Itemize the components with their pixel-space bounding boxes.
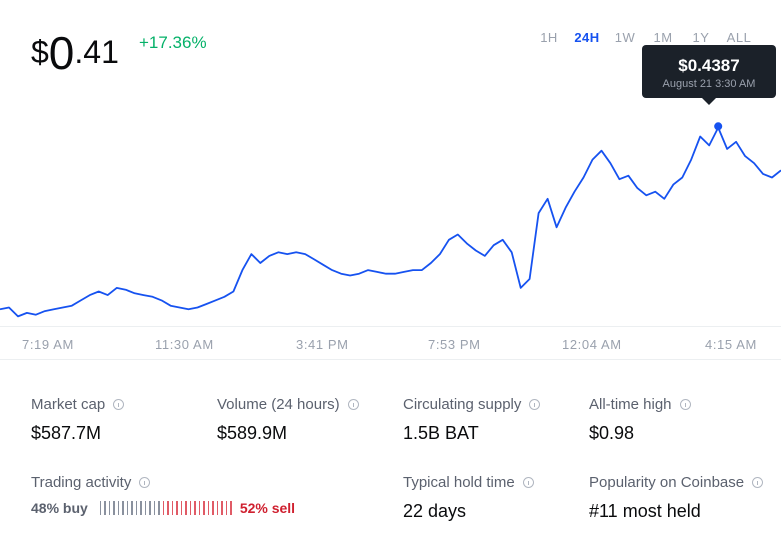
info-icon[interactable]: [522, 477, 534, 488]
stat-value-all-time-high: $0.98: [589, 423, 635, 443]
x-tick: 12:04 AM: [562, 337, 622, 352]
buy-tick: [140, 501, 142, 515]
tooltip-date: August 21 3:30 AM: [662, 78, 756, 90]
buy-tick: [158, 501, 160, 515]
tooltip-price: $0.4387: [678, 56, 740, 75]
buy-tick: [113, 501, 115, 515]
stat-value-popularity: #11 most held: [589, 501, 701, 521]
price-currency: $: [31, 34, 49, 70]
chart-tooltip: $0.4387 August 21 3:30 AM: [642, 45, 776, 105]
time-range-selector: 1H 24H 1W 1M 1Y ALL: [530, 30, 758, 45]
stat-label-hold-time: Typical hold time: [403, 474, 534, 491]
range-24h[interactable]: 24H: [574, 30, 600, 45]
sell-tick: [162, 501, 165, 515]
range-1w[interactable]: 1W: [614, 30, 636, 45]
price-line: [0, 126, 781, 318]
trading-buy: 48% buy: [31, 500, 88, 516]
info-icon[interactable]: [679, 399, 691, 410]
chart-divider: [0, 326, 781, 327]
stat-value-circulating-supply: 1.5B BAT: [403, 423, 479, 443]
price-integer: 0: [48, 27, 75, 79]
price-display: $ 0 .41: [31, 30, 119, 80]
range-1y[interactable]: 1Y: [692, 30, 710, 45]
sell-tick: [203, 501, 205, 515]
stat-value-volume: $589.9M: [217, 423, 288, 443]
x-tick: 4:15 AM: [705, 337, 757, 352]
highlight-point: [714, 122, 723, 131]
stat-label-volume: Volume (24 hours): [217, 396, 359, 413]
buy-tick: [117, 501, 120, 515]
buy-tick: [131, 501, 133, 515]
buy-tick: [104, 501, 106, 515]
info-icon[interactable]: [139, 477, 151, 488]
sell-tick: [212, 501, 214, 515]
buy-tick: [108, 501, 111, 515]
info-icon[interactable]: [113, 399, 125, 410]
stat-label-popularity: Popularity on Coinbase: [589, 474, 764, 491]
buy-tick: [135, 501, 138, 515]
buy-tick: [126, 501, 129, 515]
sell-tick: [221, 501, 223, 515]
sell-tick: [189, 501, 192, 515]
stat-label-circulating-supply: Circulating supply: [403, 396, 541, 413]
price-decimal: .41: [74, 34, 119, 70]
price-chart[interactable]: [0, 0, 781, 330]
x-tick: 3:41 PM: [296, 337, 349, 352]
sell-tick: [167, 501, 169, 515]
sell-tick: [198, 501, 201, 515]
trading-activity-bar: [99, 501, 232, 515]
sell-tick: [216, 501, 219, 515]
sell-tick: [207, 501, 210, 515]
stat-label-trading-activity: Trading activity: [31, 474, 151, 491]
range-all[interactable]: ALL: [726, 30, 752, 45]
price-change: +17.36%: [139, 33, 207, 52]
section-divider: [0, 359, 781, 360]
trading-activity: 48% buy 52% sell: [31, 500, 295, 516]
info-icon[interactable]: [347, 399, 359, 410]
buy-tick: [144, 501, 147, 515]
range-1h[interactable]: 1H: [540, 30, 558, 45]
buy-tick: [149, 501, 151, 515]
buy-tick: [99, 501, 102, 515]
range-1m[interactable]: 1M: [653, 30, 673, 45]
sell-tick: [225, 501, 228, 515]
x-tick: 7:19 AM: [22, 337, 74, 352]
trading-sell: 52% sell: [239, 500, 296, 516]
stat-label-all-time-high: All-time high: [589, 396, 691, 413]
stat-label-market-cap: Market cap: [31, 396, 125, 413]
x-tick: 11:30 AM: [155, 337, 214, 352]
x-tick: 7:53 PM: [428, 337, 481, 352]
sell-tick: [171, 501, 174, 515]
buy-tick: [122, 501, 124, 515]
info-icon[interactable]: [529, 399, 541, 410]
sell-tick: [180, 501, 183, 515]
sell-tick: [194, 501, 196, 515]
sell-tick: [176, 501, 178, 515]
buy-tick: [153, 501, 156, 515]
stat-value-hold-time: 22 days: [403, 501, 467, 521]
sell-tick: [185, 501, 187, 515]
stat-value-market-cap: $587.7M: [31, 423, 102, 443]
info-icon[interactable]: [752, 477, 764, 488]
sell-tick: [230, 501, 232, 515]
